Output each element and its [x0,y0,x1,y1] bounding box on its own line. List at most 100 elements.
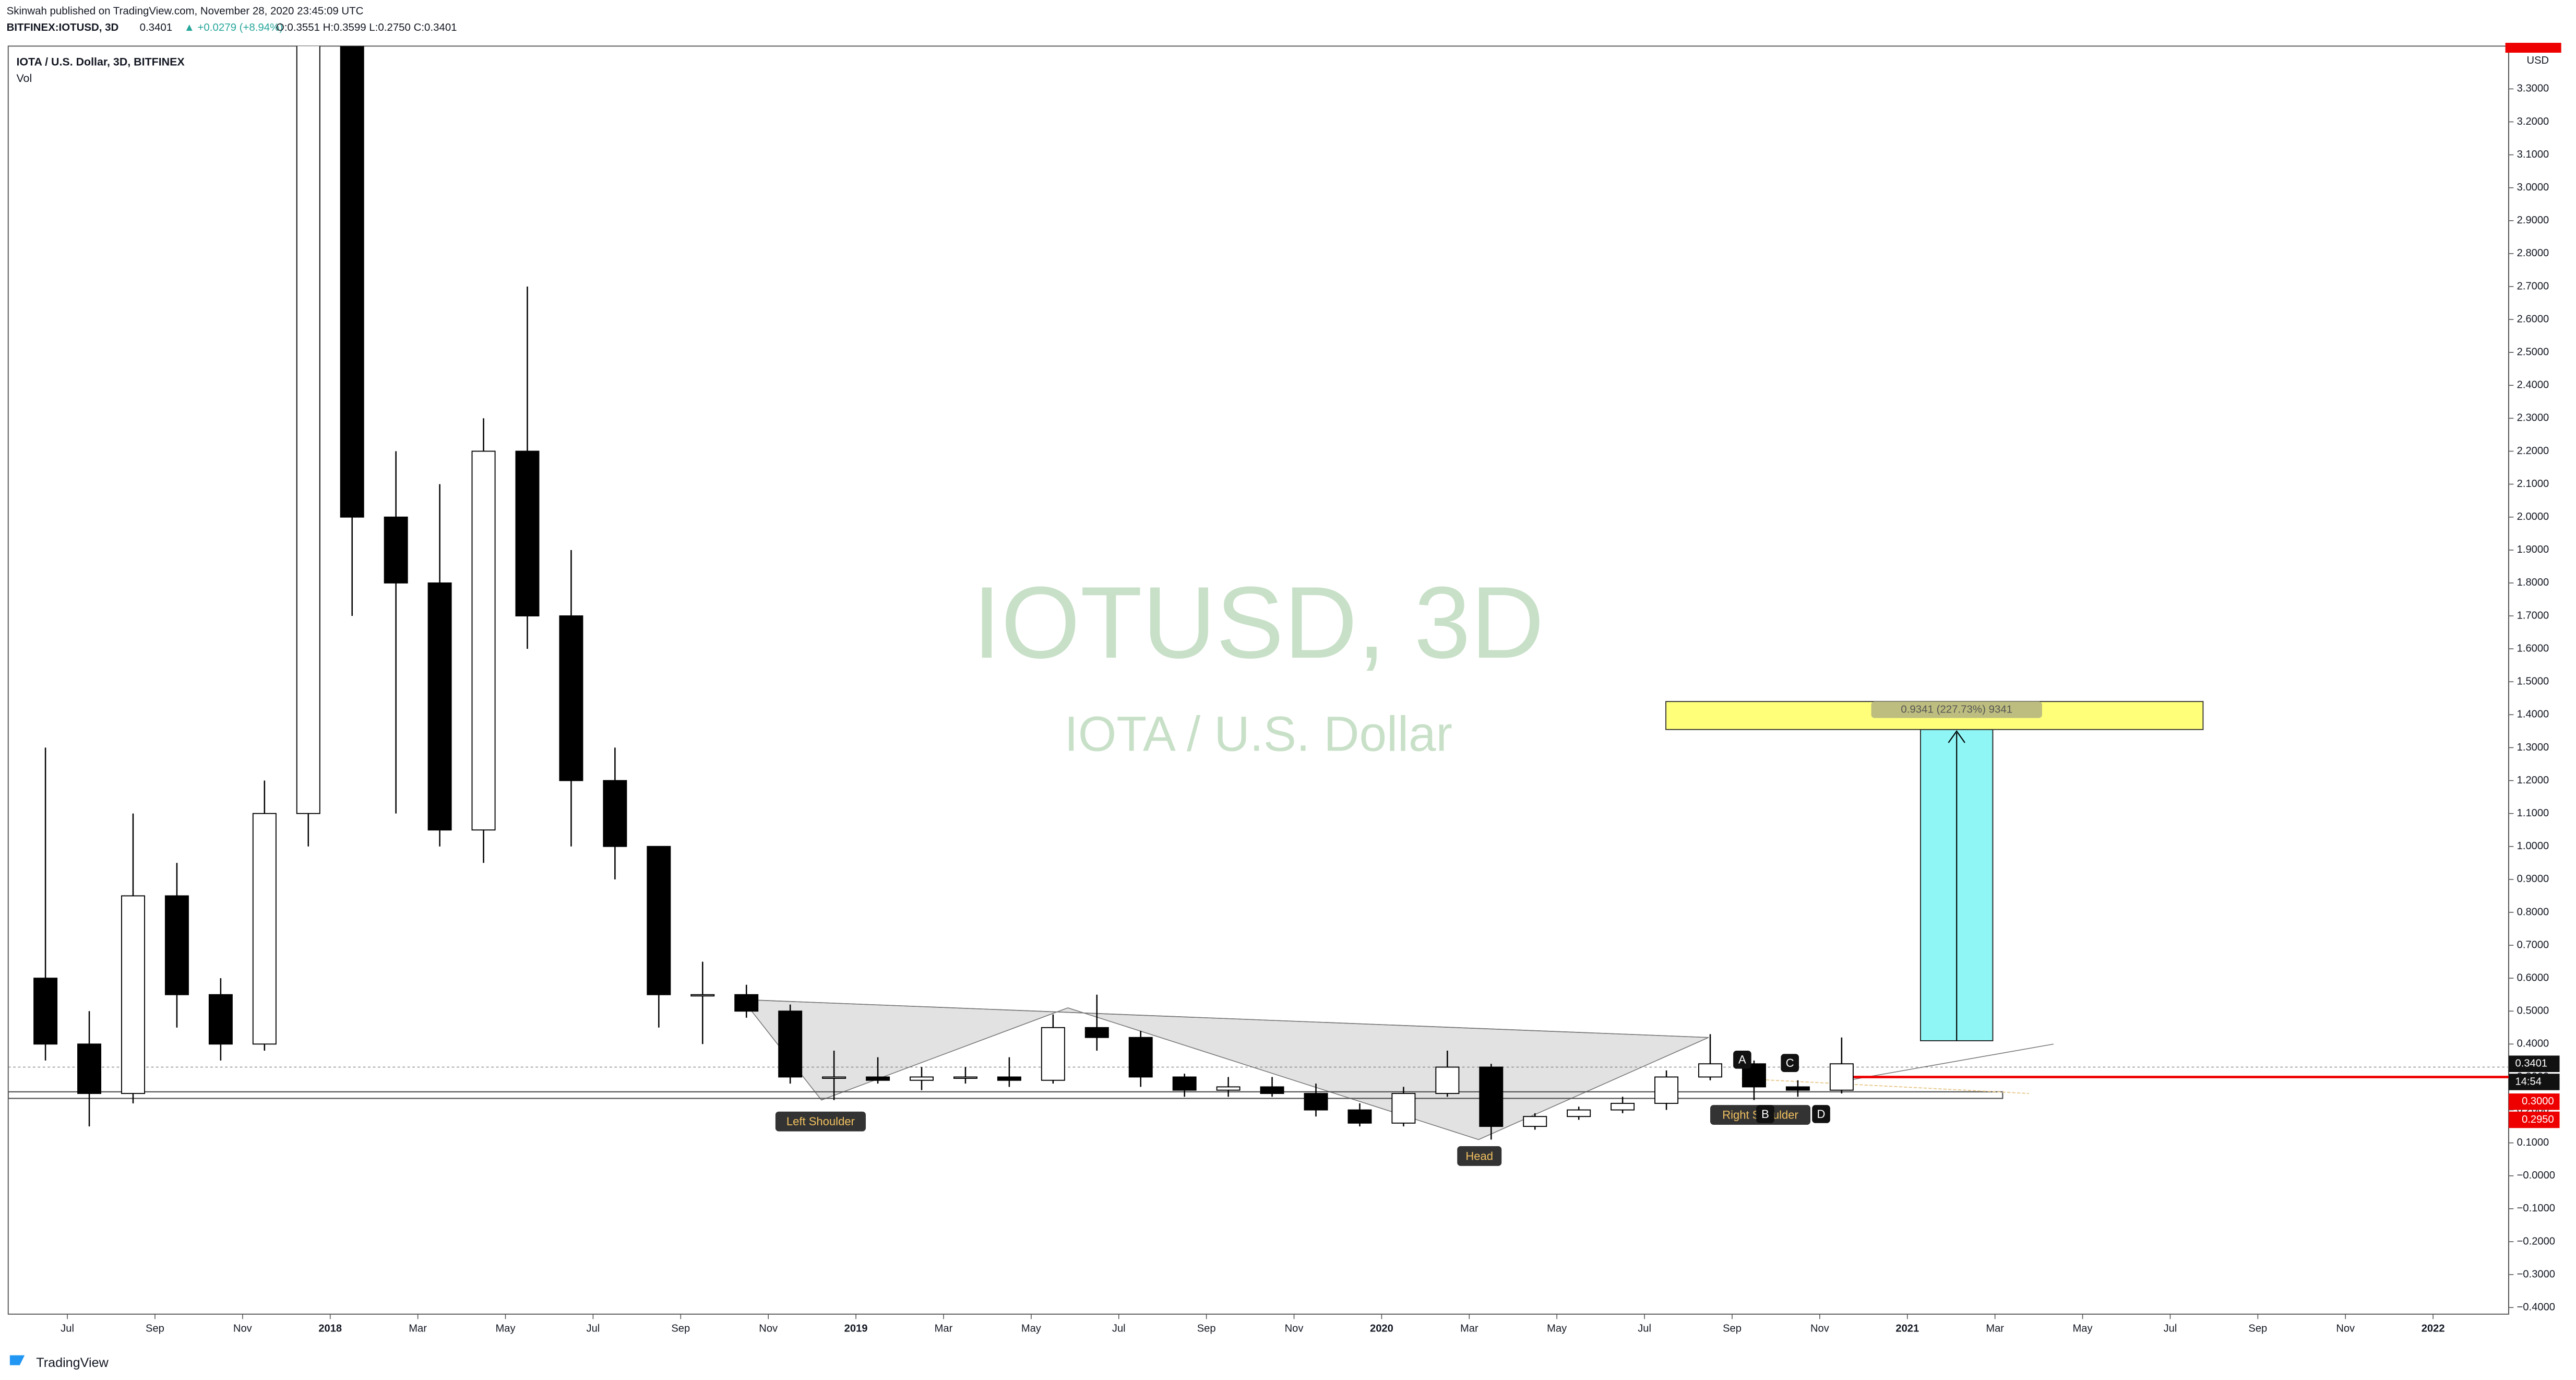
point-b: B [1761,1108,1769,1121]
y-tick-label: 2.0000 [2517,511,2549,522]
y-tick-label: 2.1000 [2517,478,2549,490]
x-tick-label: Jul [587,1323,600,1335]
y-tick-label: 1.1000 [2517,807,2549,819]
candle-body [910,1076,934,1081]
last-price: 0.3401 [2515,1058,2548,1069]
y-tick-label: 3.0000 [2517,182,2549,193]
price-tags: USD 0.3401 14:54 0.3000 0.2950 [2505,43,2561,1128]
candle-body [1611,1102,1635,1111]
x-tick-label: Mar [935,1323,953,1335]
point-a: A [1738,1053,1746,1066]
y-tick-label: −0.3000 [2517,1268,2555,1280]
y-tick-label: 0.8000 [2517,906,2549,918]
candle-body [1698,1063,1723,1078]
candle-body [1172,1076,1197,1091]
candle-body [1128,1037,1153,1078]
candle-body [778,1010,803,1078]
x-tick-label: Sep [1723,1323,1742,1335]
level-tag [2508,1093,2560,1110]
candle-body [1347,1109,1372,1124]
candle-body [822,1076,846,1079]
currency: USD [2527,55,2549,66]
x-tick-label: Jul [1112,1323,1126,1335]
candle-body [77,1043,102,1094]
x-tick-label: Sep [2248,1323,2267,1335]
y-tick-label: 2.9000 [2517,215,2549,226]
level-1: 0.3000 [2522,1096,2554,1107]
candle-body [866,1076,890,1081]
head: Head [1465,1149,1493,1162]
candle-body [515,450,540,616]
trend-line-2 [1741,1078,2029,1094]
y-tick-label: 2.2000 [2517,445,2549,457]
x-tick-label: Sep [146,1323,164,1335]
label-box [775,1111,866,1132]
y-tick-label: 0.4000 [2517,1038,2549,1050]
x-tick-label: 2021 [1895,1323,1919,1335]
candle-body [1654,1076,1679,1104]
candle-body [997,1076,1021,1081]
candle-body [559,615,583,781]
x-tick-label: Nov [759,1323,778,1335]
measure-tag [1871,701,2042,718]
symbol-line: BITFINEX:IOTUSD, 3D [7,21,119,33]
candle-body [384,516,408,584]
x-tick-label: Nov [1285,1323,1304,1335]
level-2: 0.2950 [2522,1114,2554,1125]
y-tick-label: −0.0000 [2517,1170,2555,1181]
plot-frame [7,45,2509,1315]
y-tick-label: 1.0000 [2517,840,2549,852]
candle-body [427,582,452,831]
y-tick-label: 1.6000 [2517,643,2549,654]
candle-body [1041,1027,1065,1081]
y-tick-label: 2.5000 [2517,347,2549,358]
x-tick-label: May [1547,1323,1567,1335]
x-tick-label: 2020 [1370,1323,1393,1335]
pattern-area [742,999,1709,1140]
y-tick-label: 1.4000 [2517,709,2549,720]
measure-label: 0.9341 (227.73%) 9341 [1901,703,2012,715]
axes: −0.4000 −0.3000 −0.2000 −0.1000 −0.0000 0.100… [61,83,2555,1335]
point-c: C [1786,1056,1794,1069]
y-tick-label: 2.7000 [2517,280,2549,292]
point-box [1781,1054,1799,1072]
y-tick-label: −0.4000 [2517,1301,2555,1313]
x-tick-label: Nov [2336,1323,2355,1335]
level-tag [2508,1111,2560,1128]
volume-label: Vol [16,72,32,85]
last-text: 0.3401 [140,21,173,33]
y-tick-label: 2.6000 [2517,313,2549,325]
candle-body [953,1076,977,1079]
legend-title: IOTA / U.S. Dollar, 3D, BITFINEX [16,56,185,68]
x-tick-label: Mar [1460,1323,1478,1335]
y-tick-label: 1.5000 [2517,676,2549,687]
candle-body [340,46,364,518]
y-tick-label: 0.1000 [2517,1137,2549,1148]
candle-body [1829,1063,1854,1091]
candle-body [734,994,759,1012]
x-tick-label: May [2073,1323,2093,1335]
x-tick-label: Mar [1986,1323,2004,1335]
candle-body [1785,1086,1810,1091]
y-tick-label: 3.3000 [2517,83,2549,94]
candle-body [296,46,320,814]
y-tick-label: 2.3000 [2517,412,2549,424]
candle-body [1479,1066,1504,1127]
point-box [1812,1105,1830,1123]
countdown: 14:54 [2515,1076,2542,1087]
y-tick-label: 2.4000 [2517,379,2549,391]
annotations: Left Shoulder Head Right Shoulder A B C … [775,1050,1830,1166]
y-tick-label: 3.2000 [2517,116,2549,127]
support-band [8,1091,2003,1099]
y-tick-label: 0.7000 [2517,939,2549,950]
watermark: IOTUSD, 3D [973,566,1544,680]
candle-body [252,813,277,1045]
y-tick-label: 3.1000 [2517,149,2549,160]
x-tick-label: 2019 [844,1323,868,1335]
y-tick-label: 1.2000 [2517,775,2549,786]
x-tick-label: Jul [61,1323,74,1335]
candles [33,46,1854,1140]
drawings: 0.9341 (227.73%) 9341 [8,701,2509,1140]
